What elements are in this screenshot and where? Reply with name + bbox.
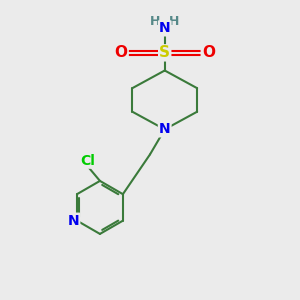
Text: N: N [159, 21, 170, 35]
Text: H: H [150, 15, 160, 28]
Text: Cl: Cl [81, 154, 96, 168]
Text: H: H [169, 15, 179, 28]
Text: O: O [115, 45, 128, 60]
Text: S: S [159, 45, 170, 60]
Text: N: N [159, 122, 170, 136]
Text: N: N [68, 214, 79, 228]
Text: O: O [202, 45, 215, 60]
